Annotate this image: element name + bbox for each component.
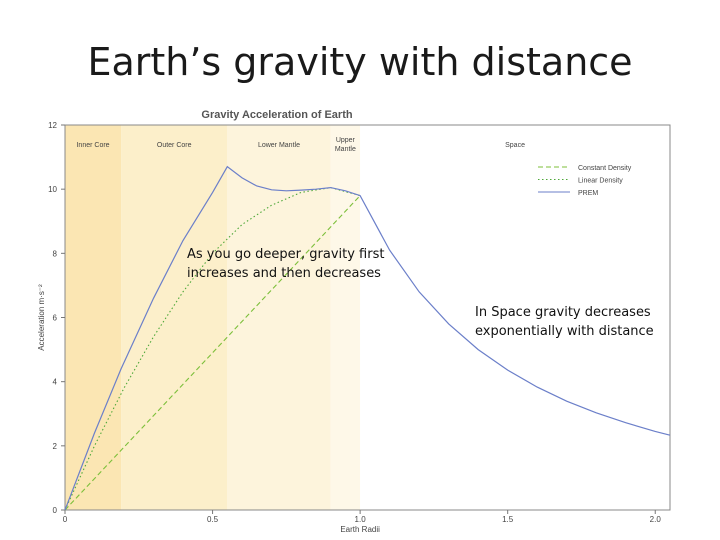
region-label-lower-mantle: Lower Mantle [258, 142, 300, 149]
x-tick-label: 0.5 [207, 515, 219, 524]
y-tick-label: 6 [53, 314, 58, 323]
slide-title: Earth’s gravity with distance [87, 40, 633, 84]
legend-label-linear-density: Linear Density [578, 178, 623, 185]
region-outer-core [121, 125, 228, 510]
y-axis-label: Acceleration m·s⁻² [37, 284, 46, 351]
x-tick-label: 0 [63, 515, 68, 524]
y-tick-label: 2 [53, 442, 58, 451]
region-lower-mantle [227, 125, 331, 510]
y-tick-label: 4 [53, 378, 58, 387]
y-tick-label: 10 [48, 185, 57, 194]
region-label-outer-core: Outer Core [157, 142, 192, 149]
x-tick-label: 1.5 [502, 515, 514, 524]
y-tick-label: 0 [53, 506, 58, 515]
y-tick-label: 12 [48, 121, 57, 130]
region-label-upper-mantle-1: Mantle [335, 146, 356, 153]
series-line-linear-density [64, 187, 361, 511]
region-label-inner-core: Inner Core [76, 142, 109, 149]
region-label-upper-mantle-0: Upper [336, 137, 356, 144]
region-inner-core [65, 125, 122, 510]
x-tick-label: 2.0 [650, 515, 662, 524]
y-tick-label: 8 [53, 249, 58, 258]
annotation-space: In Space gravity decreases exponentially… [475, 305, 654, 339]
region-space [360, 125, 670, 510]
chart-title: Gravity Acceleration of Earth [201, 109, 352, 121]
legend-label-constant-density: Constant Density [578, 165, 632, 172]
gravity-chart: Gravity Acceleration of Earth Inner Core O… [37, 109, 671, 532]
annotation-depth: As you go deeper, gravity first increase… [187, 247, 385, 281]
x-axis-label: Earth Radii [340, 525, 380, 532]
region-upper-mantle [330, 125, 361, 510]
series-line-prem [64, 165, 671, 511]
region-label-space: Space [505, 142, 525, 149]
legend-label-prem: PREM [578, 190, 598, 197]
x-tick-label: 1.0 [355, 515, 367, 524]
